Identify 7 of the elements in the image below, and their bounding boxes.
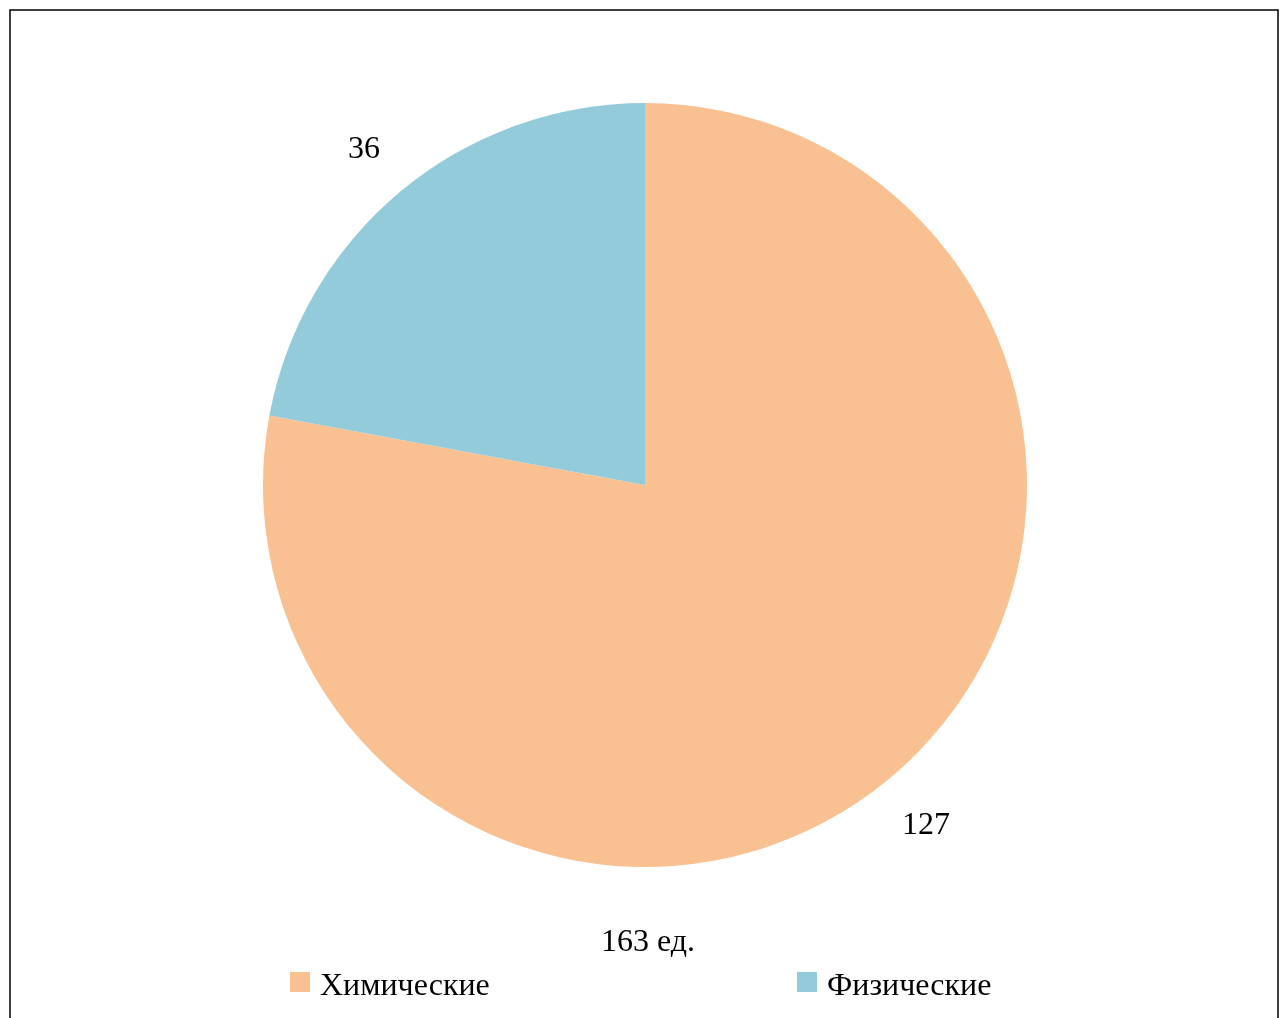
data-label: 36 (348, 129, 381, 166)
legend-label: Химические (320, 966, 490, 1002)
pie-slice (269, 103, 645, 485)
data-label: 127 (901, 804, 950, 841)
legend-label: Физические (827, 966, 992, 1002)
pie-slice (263, 103, 1027, 867)
text: 163 ед. (600, 922, 696, 958)
